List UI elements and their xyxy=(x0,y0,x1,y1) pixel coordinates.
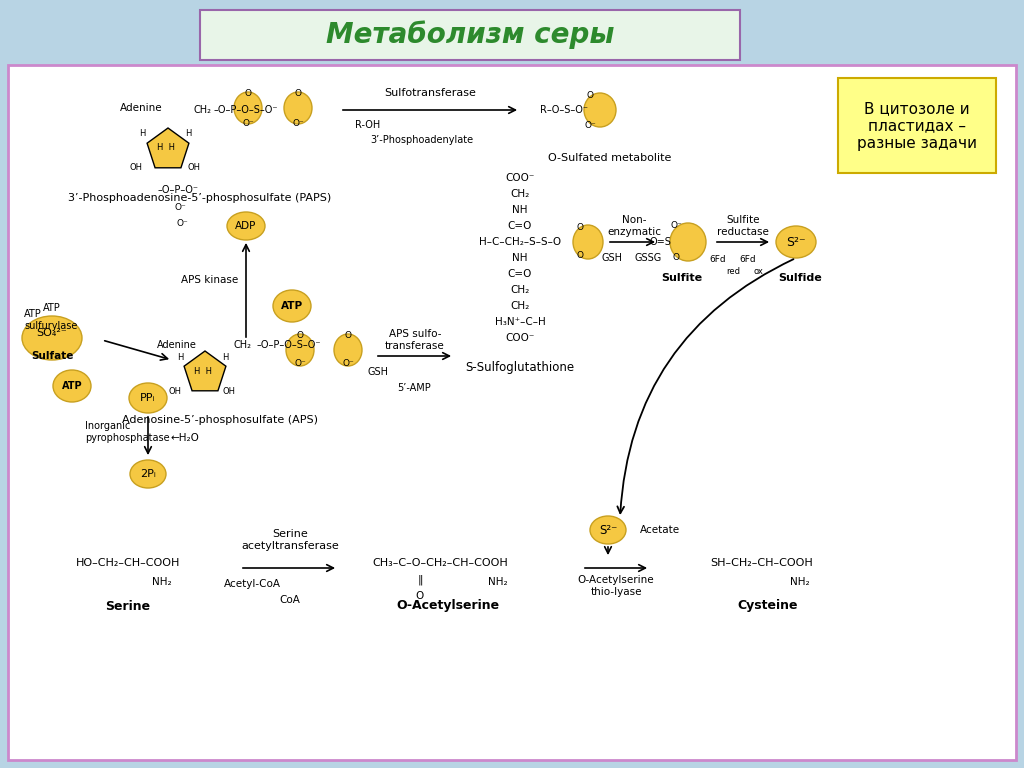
Text: Non-
enzymatic: Non- enzymatic xyxy=(607,215,662,237)
Ellipse shape xyxy=(53,370,91,402)
Text: Serine: Serine xyxy=(105,600,151,613)
Text: O: O xyxy=(587,91,594,100)
Text: APS kinase: APS kinase xyxy=(181,275,239,285)
Text: Sulfite: Sulfite xyxy=(662,273,702,283)
Text: R-OH: R-OH xyxy=(355,120,380,130)
Text: CH₂: CH₂ xyxy=(233,340,251,350)
Text: Sulfotransferase: Sulfotransferase xyxy=(384,88,476,98)
Text: HO–CH₂–CH–COOH: HO–CH₂–CH–COOH xyxy=(76,558,180,568)
Text: Метаболизм серы: Метаболизм серы xyxy=(326,21,614,49)
Text: CH₂: CH₂ xyxy=(510,189,529,199)
Text: ‖: ‖ xyxy=(417,574,423,585)
Text: CoA: CoA xyxy=(280,595,300,605)
Text: O-Acetylserine
thio-lyase: O-Acetylserine thio-lyase xyxy=(578,575,654,597)
Text: O: O xyxy=(344,332,351,340)
Text: ATP: ATP xyxy=(281,301,303,311)
Text: O⁻: O⁻ xyxy=(176,220,187,229)
Text: CH₂: CH₂ xyxy=(510,301,529,311)
Text: GSSG: GSSG xyxy=(635,253,662,263)
Text: C=O: C=O xyxy=(508,221,532,231)
Ellipse shape xyxy=(584,93,616,127)
Text: O⁻: O⁻ xyxy=(242,118,254,127)
Text: H: H xyxy=(184,130,191,138)
Text: В цитозоле и
пластидах –
разные задачи: В цитозоле и пластидах – разные задачи xyxy=(857,101,977,151)
Text: Adenine: Adenine xyxy=(120,103,163,113)
Text: OH: OH xyxy=(187,164,201,173)
Text: O=S: O=S xyxy=(649,237,671,247)
Text: PPᵢ: PPᵢ xyxy=(140,393,156,403)
Text: COO⁻: COO⁻ xyxy=(505,173,535,183)
Ellipse shape xyxy=(776,226,816,258)
Ellipse shape xyxy=(273,290,311,322)
Text: –O–P–O–S–O⁻: –O–P–O–S–O⁻ xyxy=(214,105,279,115)
Text: O: O xyxy=(416,591,424,601)
Text: O: O xyxy=(577,223,584,233)
Text: APS sulfo-
transferase: APS sulfo- transferase xyxy=(385,329,444,351)
Text: Serine
acetyltransferase: Serine acetyltransferase xyxy=(241,529,339,551)
Text: ATP
sulfurylase: ATP sulfurylase xyxy=(24,310,78,331)
Text: –O–P–O–S–O⁻: –O–P–O–S–O⁻ xyxy=(257,340,322,350)
Text: CH₃–C–O–CH₂–CH–COOH: CH₃–C–O–CH₂–CH–COOH xyxy=(372,558,508,568)
Text: Acetate: Acetate xyxy=(640,525,680,535)
Text: COO⁻: COO⁻ xyxy=(505,333,535,343)
Text: O: O xyxy=(673,253,680,263)
FancyBboxPatch shape xyxy=(8,65,1016,760)
Text: S²⁻: S²⁻ xyxy=(599,524,617,537)
Ellipse shape xyxy=(129,383,167,413)
Text: O-Sulfated metabolite: O-Sulfated metabolite xyxy=(548,153,672,163)
Text: C=O: C=O xyxy=(508,269,532,279)
Text: ADP: ADP xyxy=(236,221,257,231)
Text: GSH: GSH xyxy=(601,253,623,263)
Text: red: red xyxy=(726,266,740,276)
Text: O⁻: O⁻ xyxy=(294,359,306,369)
Ellipse shape xyxy=(286,334,314,366)
Text: S²⁻: S²⁻ xyxy=(786,236,806,249)
Text: Sulfate: Sulfate xyxy=(31,351,73,361)
Text: NH₂: NH₂ xyxy=(488,577,508,587)
Text: ox: ox xyxy=(754,266,764,276)
Text: H: H xyxy=(139,130,145,138)
Text: SO₄²⁻: SO₄²⁻ xyxy=(37,328,68,338)
Polygon shape xyxy=(184,351,226,391)
Text: NH₂: NH₂ xyxy=(791,577,810,587)
Text: Adenine: Adenine xyxy=(157,340,197,350)
Ellipse shape xyxy=(573,225,603,259)
Text: Cysteine: Cysteine xyxy=(737,600,799,613)
FancyBboxPatch shape xyxy=(200,10,740,60)
Text: 6Fd: 6Fd xyxy=(710,256,726,264)
Text: CH₂: CH₂ xyxy=(194,105,212,115)
Text: ATP: ATP xyxy=(43,303,60,313)
Text: 6Fd: 6Fd xyxy=(739,256,757,264)
Text: S-Sulfoglutathione: S-Sulfoglutathione xyxy=(466,362,574,375)
Text: Acetyl-CoA: Acetyl-CoA xyxy=(223,579,281,589)
Text: Sulfite
reductase: Sulfite reductase xyxy=(717,215,769,237)
Text: O⁻: O⁻ xyxy=(670,221,682,230)
Text: Inorganic
pyrophosphatase: Inorganic pyrophosphatase xyxy=(85,421,170,443)
Text: 3’-Phosphoadenylate: 3’-Phosphoadenylate xyxy=(370,135,473,145)
Text: Sulfide: Sulfide xyxy=(778,273,822,283)
Text: H–C–CH₂–S–S–O: H–C–CH₂–S–S–O xyxy=(479,237,561,247)
Text: H: H xyxy=(177,353,183,362)
Text: O: O xyxy=(245,88,252,98)
Text: –O–P–O⁻: –O–P–O⁻ xyxy=(158,185,199,195)
Text: NH: NH xyxy=(512,253,527,263)
Text: O⁻: O⁻ xyxy=(584,121,596,130)
Ellipse shape xyxy=(130,460,166,488)
FancyBboxPatch shape xyxy=(838,78,996,173)
Text: O⁻: O⁻ xyxy=(342,359,354,369)
Text: 3’-Phosphoadenosine-5’-phosphosulfate (PAPS): 3’-Phosphoadenosine-5’-phosphosulfate (P… xyxy=(69,193,332,203)
Text: O: O xyxy=(295,88,301,98)
Text: GSH: GSH xyxy=(368,367,388,377)
Text: OH: OH xyxy=(169,386,181,396)
Text: 2Pᵢ: 2Pᵢ xyxy=(140,469,156,479)
Text: R–O–S–O⁻: R–O–S–O⁻ xyxy=(540,105,588,115)
Text: OH: OH xyxy=(129,164,142,173)
Text: H  H: H H xyxy=(157,144,175,153)
Ellipse shape xyxy=(227,212,265,240)
Ellipse shape xyxy=(670,223,706,261)
Ellipse shape xyxy=(234,92,262,124)
Text: ATP: ATP xyxy=(61,381,82,391)
Text: NH: NH xyxy=(512,205,527,215)
Ellipse shape xyxy=(284,92,312,124)
